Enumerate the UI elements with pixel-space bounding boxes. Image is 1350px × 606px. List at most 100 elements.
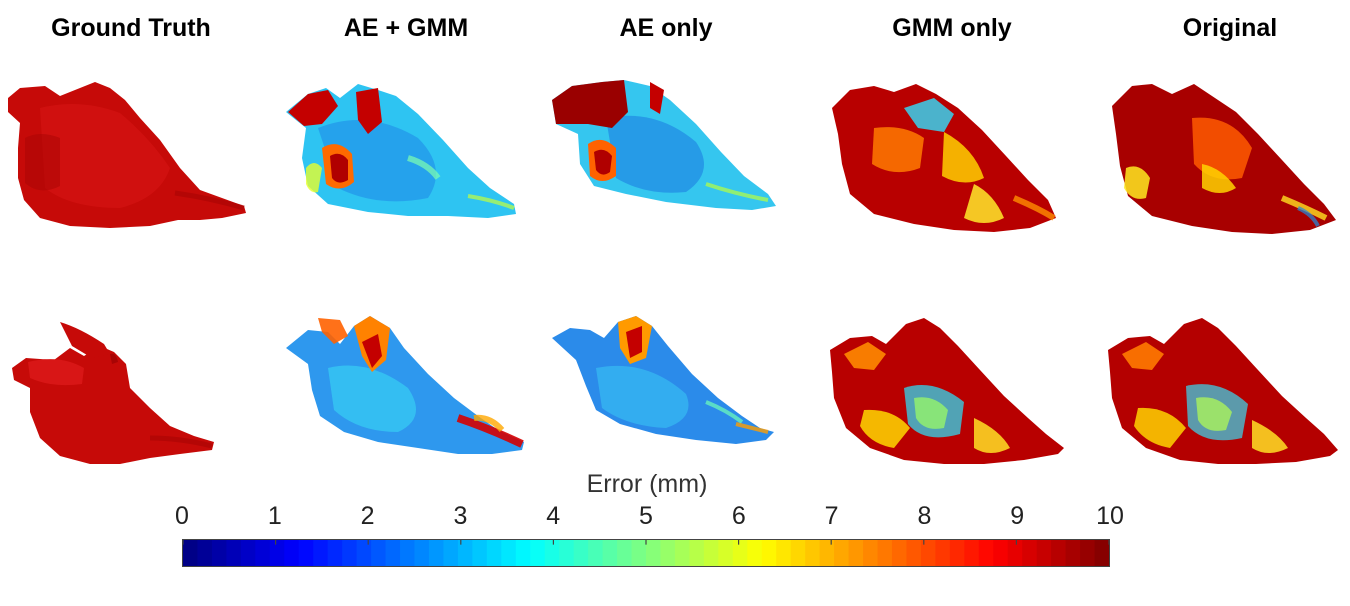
colorbar-band (197, 540, 213, 566)
colorbar-band (964, 540, 980, 566)
colorbar-band (313, 540, 329, 566)
colorbar-band (1007, 540, 1023, 566)
colorbar-band (805, 540, 821, 566)
colorbar-band (414, 540, 430, 566)
colorbar-band (1094, 540, 1109, 566)
colorbar-band (1051, 540, 1067, 566)
colorbar-band (602, 540, 618, 566)
panel-row2-original (1102, 298, 1350, 478)
colorbar-tick-1: 1 (267, 502, 282, 530)
colorbar-gradient (183, 540, 1109, 566)
colorbar-band (269, 540, 285, 566)
colorbar-band (761, 540, 777, 566)
panel-row2-ground-truth (0, 298, 262, 478)
error-map-original-row2 (1108, 318, 1338, 464)
colorbar-band (226, 540, 242, 566)
colorbar-band (573, 540, 589, 566)
mesh-render-ground-truth-row2 (12, 322, 214, 464)
colorbar-band (703, 540, 719, 566)
colorbar-band (530, 540, 546, 566)
colorbar-band (1080, 540, 1096, 566)
colorbar-tick-10: 10 (1096, 502, 1124, 530)
colorbar-band (920, 540, 936, 566)
colorbar-tick-0: 0 (175, 502, 189, 530)
colorbar-band (747, 540, 763, 566)
colorbar-band (848, 540, 864, 566)
error-map-original-row1 (1112, 84, 1336, 234)
panel-row1-ground-truth (0, 68, 262, 248)
panel-row2-ae-gmm (278, 298, 540, 478)
panel-row2-gmm-only (824, 298, 1086, 478)
colorbar-band (211, 540, 228, 566)
error-map-ae-gmm-row1 (286, 84, 516, 218)
column-title-ae-only: AE only (619, 14, 713, 42)
colorbar-band (515, 540, 531, 566)
colorbar-band (428, 540, 445, 566)
colorbar-tick-7: 7 (824, 502, 839, 530)
colorbar-band (776, 540, 792, 566)
colorbar-band (819, 540, 835, 566)
colorbar-band (327, 540, 343, 566)
colorbar-band (891, 540, 908, 566)
colorbar-band (588, 540, 604, 566)
panel-row2-ae-only (546, 298, 808, 478)
colorbar (182, 539, 1110, 567)
error-map-ae-gmm-row2 (286, 316, 524, 454)
colorbar-band (646, 540, 662, 566)
colorbar-band (385, 540, 401, 566)
error-map-ae-only-row1 (552, 80, 776, 210)
colorbar-band (949, 540, 965, 566)
column-title-original: Original (1182, 14, 1278, 42)
colorbar-band (631, 540, 647, 566)
colorbar-tick-6: 6 (731, 502, 746, 530)
colorbar-band (906, 540, 922, 566)
colorbar-tick-8: 8 (917, 502, 932, 530)
colorbar-band (1036, 540, 1052, 566)
colorbar-band (689, 540, 705, 566)
colorbar-band (559, 540, 575, 566)
colorbar-band (718, 540, 734, 566)
colorbar-band (544, 540, 560, 566)
colorbar-tick-3: 3 (453, 502, 468, 530)
colorbar-tick-2: 2 (360, 502, 375, 530)
mesh-render-ground-truth (8, 82, 246, 228)
colorbar-band (400, 540, 416, 566)
colorbar-band (443, 540, 459, 566)
colorbar-tick-5: 5 (639, 502, 653, 530)
colorbar-band (660, 540, 676, 566)
colorbar-band (877, 540, 893, 566)
colorbar-band (863, 540, 879, 566)
column-title-gmm-only: GMM only (892, 14, 1012, 42)
colorbar-band (284, 540, 300, 566)
colorbar-band (472, 540, 488, 566)
colorbar-band (978, 540, 994, 566)
panel-row1-gmm-only (824, 68, 1086, 248)
colorbar-band (1022, 540, 1038, 566)
colorbar-band (617, 540, 633, 566)
colorbar-band (501, 540, 517, 566)
column-title-ground-truth: Ground Truth (51, 14, 211, 42)
colorbar-band (790, 540, 806, 566)
colorbar-band (183, 540, 199, 566)
colorbar-band (298, 540, 314, 566)
colorbar-band (371, 540, 387, 566)
colorbar-band (356, 540, 372, 566)
colorbar-band (342, 540, 358, 566)
colorbar-label: Error (mm) (586, 470, 708, 498)
colorbar-band (834, 540, 850, 566)
error-map-gmm-only-row1 (832, 84, 1056, 232)
column-title-ae-gmm: AE + GMM (343, 14, 469, 42)
colorbar-tick-4: 4 (546, 502, 561, 530)
colorbar-band (457, 540, 473, 566)
colorbar-band (935, 540, 951, 566)
panel-row1-ae-gmm (278, 68, 540, 248)
colorbar-band (732, 540, 748, 566)
error-map-ae-only-row2 (552, 316, 774, 444)
colorbar-band (240, 540, 256, 566)
colorbar-band (674, 540, 691, 566)
colorbar-band (1065, 540, 1081, 566)
colorbar-tick-9: 9 (1010, 502, 1025, 530)
panel-row1-ae-only (546, 68, 808, 248)
colorbar-band (486, 540, 502, 566)
colorbar-band (993, 540, 1009, 566)
